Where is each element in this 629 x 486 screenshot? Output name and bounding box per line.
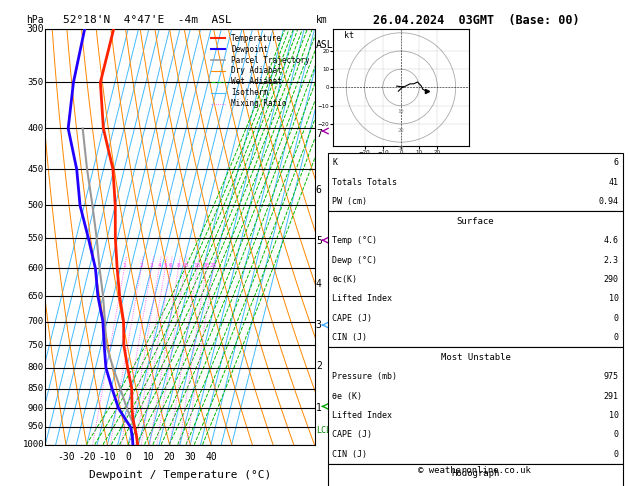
Text: hPa: hPa xyxy=(26,15,44,25)
Text: 4: 4 xyxy=(316,279,321,289)
Text: 40: 40 xyxy=(205,452,217,462)
Text: K: K xyxy=(332,158,337,167)
Text: kt: kt xyxy=(345,31,355,40)
Text: 6: 6 xyxy=(614,158,619,167)
Text: θc(K): θc(K) xyxy=(332,275,357,284)
Text: Most Unstable: Most Unstable xyxy=(440,353,511,362)
Text: Lifted Index: Lifted Index xyxy=(332,295,392,303)
Text: Temp (°C): Temp (°C) xyxy=(332,236,377,245)
Text: 800: 800 xyxy=(28,363,44,372)
Text: CAPE (J): CAPE (J) xyxy=(332,431,372,439)
Text: CIN (J): CIN (J) xyxy=(332,333,367,342)
Text: 700: 700 xyxy=(28,317,44,326)
Text: θe (K): θe (K) xyxy=(332,392,362,400)
Legend: Temperature, Dewpoint, Parcel Trajectory, Dry Adiabat, Wet Adiabat, Isotherm, Mi: Temperature, Dewpoint, Parcel Trajectory… xyxy=(208,31,313,111)
Text: 10: 10 xyxy=(181,263,189,268)
Text: 2: 2 xyxy=(316,361,321,371)
Text: 850: 850 xyxy=(28,384,44,393)
Text: 0.94: 0.94 xyxy=(599,197,619,206)
Text: 950: 950 xyxy=(28,422,44,432)
Text: 4: 4 xyxy=(157,263,161,268)
Text: 600: 600 xyxy=(28,264,44,273)
Text: 20: 20 xyxy=(164,452,175,462)
Text: 25: 25 xyxy=(209,263,217,268)
Text: PW (cm): PW (cm) xyxy=(332,197,367,206)
Text: 0: 0 xyxy=(614,314,619,323)
Text: 10: 10 xyxy=(609,295,619,303)
Text: CAPE (J): CAPE (J) xyxy=(332,314,372,323)
Text: LCL: LCL xyxy=(316,426,331,435)
Text: -10: -10 xyxy=(99,452,116,462)
Text: -20: -20 xyxy=(78,452,96,462)
Text: 52°18'N  4°47'E  -4m  ASL: 52°18'N 4°47'E -4m ASL xyxy=(63,15,232,25)
Text: 291: 291 xyxy=(604,392,619,400)
Text: 3: 3 xyxy=(316,320,321,330)
Text: 0: 0 xyxy=(614,431,619,439)
Text: 1: 1 xyxy=(316,402,321,413)
Text: Dewp (°C): Dewp (°C) xyxy=(332,256,377,264)
Text: © weatheronline.co.uk: © weatheronline.co.uk xyxy=(418,466,532,475)
Text: Dewpoint / Temperature (°C): Dewpoint / Temperature (°C) xyxy=(89,469,271,480)
Text: 30: 30 xyxy=(184,452,196,462)
Text: 3: 3 xyxy=(150,263,153,268)
Text: 975: 975 xyxy=(604,372,619,381)
Text: Hodograph: Hodograph xyxy=(452,469,499,478)
Text: ASL: ASL xyxy=(316,39,333,50)
Text: Totals Totals: Totals Totals xyxy=(332,178,397,187)
Text: 400: 400 xyxy=(28,124,44,133)
Text: 350: 350 xyxy=(28,78,44,87)
Text: 900: 900 xyxy=(28,404,44,413)
Text: 450: 450 xyxy=(28,165,44,174)
Text: 1: 1 xyxy=(123,263,126,268)
Text: 6: 6 xyxy=(169,263,172,268)
Text: 300: 300 xyxy=(26,24,44,34)
Text: 10: 10 xyxy=(609,411,619,420)
Text: 0: 0 xyxy=(614,333,619,342)
Text: 0: 0 xyxy=(614,450,619,459)
Text: 0: 0 xyxy=(125,452,131,462)
Text: 2.3: 2.3 xyxy=(604,256,619,264)
Text: 2: 2 xyxy=(139,263,143,268)
Text: 26.04.2024  03GMT  (Base: 00): 26.04.2024 03GMT (Base: 00) xyxy=(374,14,580,27)
Text: 290: 290 xyxy=(604,275,619,284)
Text: Mixing Ratio (g/kg): Mixing Ratio (g/kg) xyxy=(330,186,338,288)
Text: 5: 5 xyxy=(316,237,321,246)
Text: 41: 41 xyxy=(609,178,619,187)
Text: Pressure (mb): Pressure (mb) xyxy=(332,372,397,381)
Text: Lifted Index: Lifted Index xyxy=(332,411,392,420)
Text: 500: 500 xyxy=(28,201,44,210)
Text: 10: 10 xyxy=(143,452,155,462)
Text: 20: 20 xyxy=(203,263,210,268)
Text: 550: 550 xyxy=(28,234,44,243)
Text: 8: 8 xyxy=(177,263,181,268)
Text: 5: 5 xyxy=(164,263,167,268)
Text: 1000: 1000 xyxy=(23,440,44,449)
Text: 20: 20 xyxy=(398,127,404,133)
Text: 6: 6 xyxy=(316,185,321,195)
Text: 10: 10 xyxy=(398,109,404,114)
Text: -30: -30 xyxy=(57,452,75,462)
Text: 30: 30 xyxy=(398,146,404,151)
Text: km: km xyxy=(316,15,328,25)
Text: 750: 750 xyxy=(28,341,44,350)
Text: 650: 650 xyxy=(28,292,44,300)
Text: Surface: Surface xyxy=(457,217,494,226)
Text: 7: 7 xyxy=(316,129,321,139)
Text: 15: 15 xyxy=(193,263,201,268)
Text: CIN (J): CIN (J) xyxy=(332,450,367,459)
Text: 4.6: 4.6 xyxy=(604,236,619,245)
